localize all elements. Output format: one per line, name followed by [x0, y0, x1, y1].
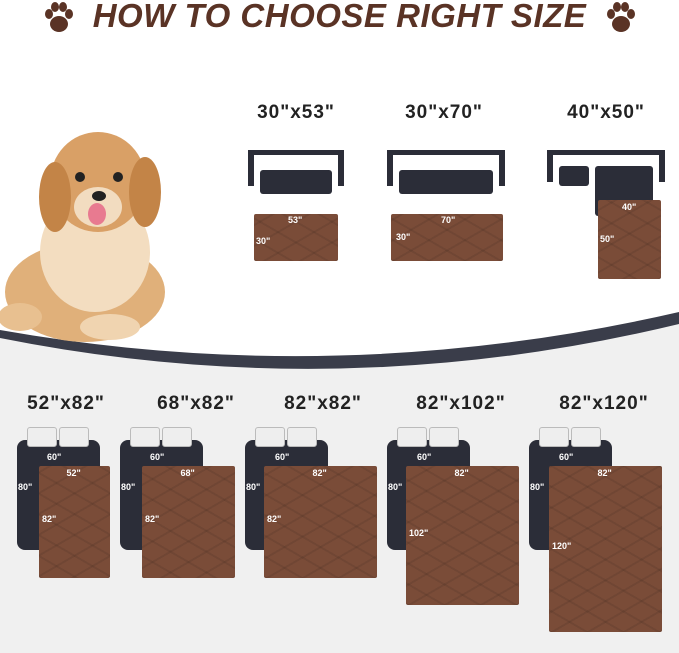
width-label: 52": [66, 468, 81, 478]
bed-width-label: 60": [47, 452, 62, 462]
width-label: 40": [622, 202, 637, 212]
pad: 52" 82": [39, 466, 110, 578]
height-label: 50": [600, 234, 615, 244]
pillow-icon: [162, 427, 192, 447]
size-label: 30"x53": [257, 102, 335, 123]
pillow-icon: [255, 427, 285, 447]
pillow-icon: [397, 427, 427, 447]
dog-photo: [0, 132, 165, 342]
size-label: 52"x82": [27, 393, 105, 414]
sofa-icon: [248, 150, 344, 194]
size-label: 82"x120": [559, 393, 649, 414]
width-label: 82": [312, 468, 327, 478]
bed-height-label: 80": [18, 482, 33, 492]
height-label: 30": [396, 232, 411, 242]
height-label: 102": [409, 527, 429, 538]
pad: 68" 82": [142, 466, 235, 578]
height-label: 30": [256, 236, 271, 246]
bed-height-label: 80": [246, 482, 261, 492]
width-label: 82": [597, 468, 612, 478]
bed-width-label: 60": [559, 452, 574, 462]
size-label: 82"x82": [284, 393, 362, 414]
pad: 82" 102": [406, 466, 519, 605]
height-label: 120": [552, 541, 572, 551]
paw-icon: [607, 2, 635, 32]
pillow-icon: [287, 427, 317, 447]
pillow-icon: [130, 427, 160, 447]
bed-height-label: 80": [121, 482, 136, 492]
bed-height-label: 80": [530, 482, 545, 492]
size-label: 30"x70": [405, 102, 483, 123]
pad: 82" 82": [264, 466, 377, 578]
bed-width-label: 60": [275, 452, 290, 462]
page-title: HOW TO CHOOSE RIGHT SIZE: [92, 0, 587, 34]
bed-height-label: 80": [388, 482, 403, 492]
sofa-icon: [387, 150, 505, 194]
size-label: 82"x102": [416, 393, 506, 414]
pillow-icon: [27, 427, 57, 447]
pillow-icon: [59, 427, 89, 447]
size-label: 40"x50": [567, 102, 645, 123]
pillow-icon: [571, 427, 601, 447]
width-label: 82": [454, 468, 469, 478]
pillow-icon: [539, 427, 569, 447]
pad: 40" 50": [598, 200, 661, 279]
pad: 53" 30": [254, 214, 338, 261]
pillow-icon: [429, 427, 459, 447]
size-label: 68"x82": [157, 393, 235, 414]
width-label: 70": [441, 215, 456, 225]
paw-icon: [45, 2, 73, 32]
height-label: 82": [145, 514, 160, 524]
pad: 70" 30": [391, 214, 503, 261]
width-label: 68": [180, 468, 195, 478]
height-label: 82": [42, 514, 57, 524]
width-label: 53": [288, 215, 303, 225]
height-label: 82": [267, 514, 282, 524]
bed-width-label: 60": [417, 452, 432, 462]
pad: 82" 120": [549, 466, 662, 632]
bed-width-label: 60": [150, 452, 165, 462]
